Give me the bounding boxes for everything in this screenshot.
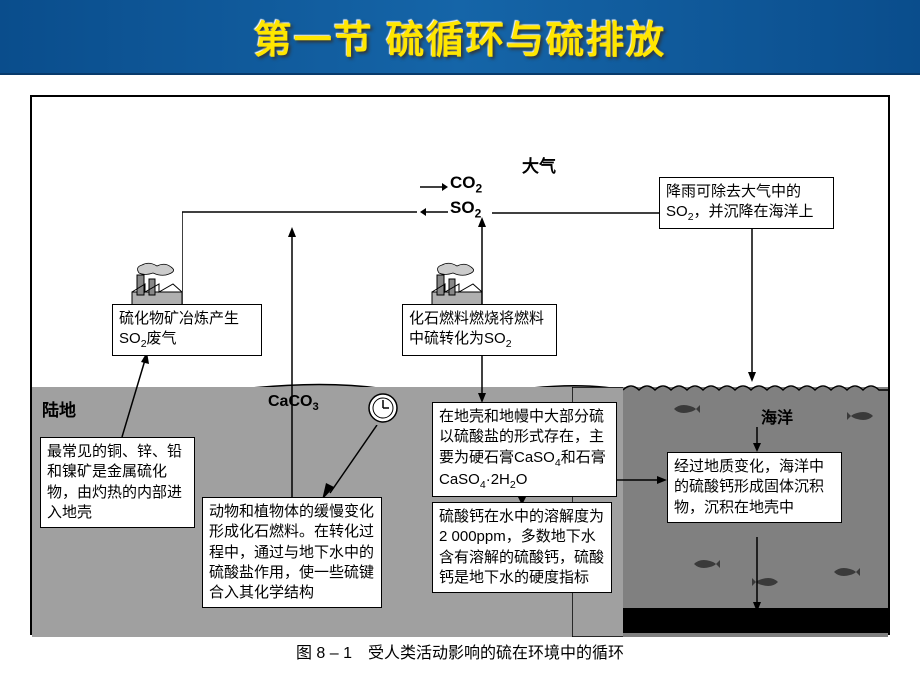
fish-icon	[672, 402, 700, 416]
dissolved-caso4-box: 硫酸钙在水中的溶解度为2 000ppm，多数地下水含有溶解的硫酸钙，硫酸钙是地下…	[432, 502, 612, 593]
fossil-burn-box: 化石燃料燃烧将燃料中硫转化为SO2	[402, 304, 557, 356]
arrow-fossilburn-down	[477, 355, 487, 403]
header-bar: 第一节 硫循环与硫排放	[0, 0, 920, 75]
arrow-rain-down	[747, 222, 757, 382]
figure-caption: 图 8 – 1 受人类活动影响的硫在环境中的循环	[32, 639, 888, 663]
land-label: 陆地	[42, 396, 76, 421]
arrow-so2-to-rain	[492, 205, 659, 215]
geology-box: 经过地质变化，海洋中的硫酸钙形成固体沉积物，沉积在地壳中	[667, 452, 842, 523]
fish-icon	[692, 557, 720, 571]
fossil-formation-box: 动物和植物体的缓慢变化形成化石燃料。在转化过程中，通过与地下水中的硫酸盐作用，使…	[202, 497, 382, 608]
sulfur-cycle-diagram: 大气 陆地 海洋 CaCO3 CO2 SO2 硫化物矿冶炼产生 SO2废气 最常…	[30, 95, 890, 635]
rain-box: 降雨可除去大气中的SO2，并沉降在海洋上	[659, 177, 834, 229]
arrow-fossil-up	[287, 227, 297, 497]
fish-icon	[832, 565, 860, 579]
arrow-clock-to-fossil	[322, 425, 380, 500]
arrow-ocean-to-geology	[752, 427, 762, 452]
arrow-fossilburn-up	[477, 217, 487, 305]
page-title: 第一节 硫循环与硫排放	[254, 9, 667, 64]
so2-arrow-icon	[420, 204, 448, 214]
ocean-label: 海洋	[761, 404, 793, 428]
arrow-smelting-up	[182, 207, 417, 307]
arrow-geology-down	[752, 537, 762, 612]
co2-label: CO2	[450, 173, 482, 195]
crust-sulfate-box: 在地壳和地幔中大部分硫以硫酸盐的形式存在，主要为硬石膏CaSO4和石膏 CaSO…	[432, 402, 617, 497]
metal-sulfide-box: 最常见的铜、锌、铅和镍矿是金属硫化物，由灼热的内部进入地壳	[40, 437, 195, 528]
co2-arrow-icon	[420, 179, 448, 189]
arrow-crust-to-geology	[617, 472, 667, 482]
fish-icon	[847, 409, 875, 423]
arrow-metal-to-smelting	[117, 352, 152, 437]
atmosphere-label: 大气	[522, 152, 556, 177]
smelting-box: 硫化物矿冶炼产生 SO2废气	[112, 304, 262, 356]
caco3-label: CaCO3	[268, 393, 319, 413]
ocean-waves-icon	[623, 380, 888, 395]
clock-icon	[367, 392, 399, 424]
